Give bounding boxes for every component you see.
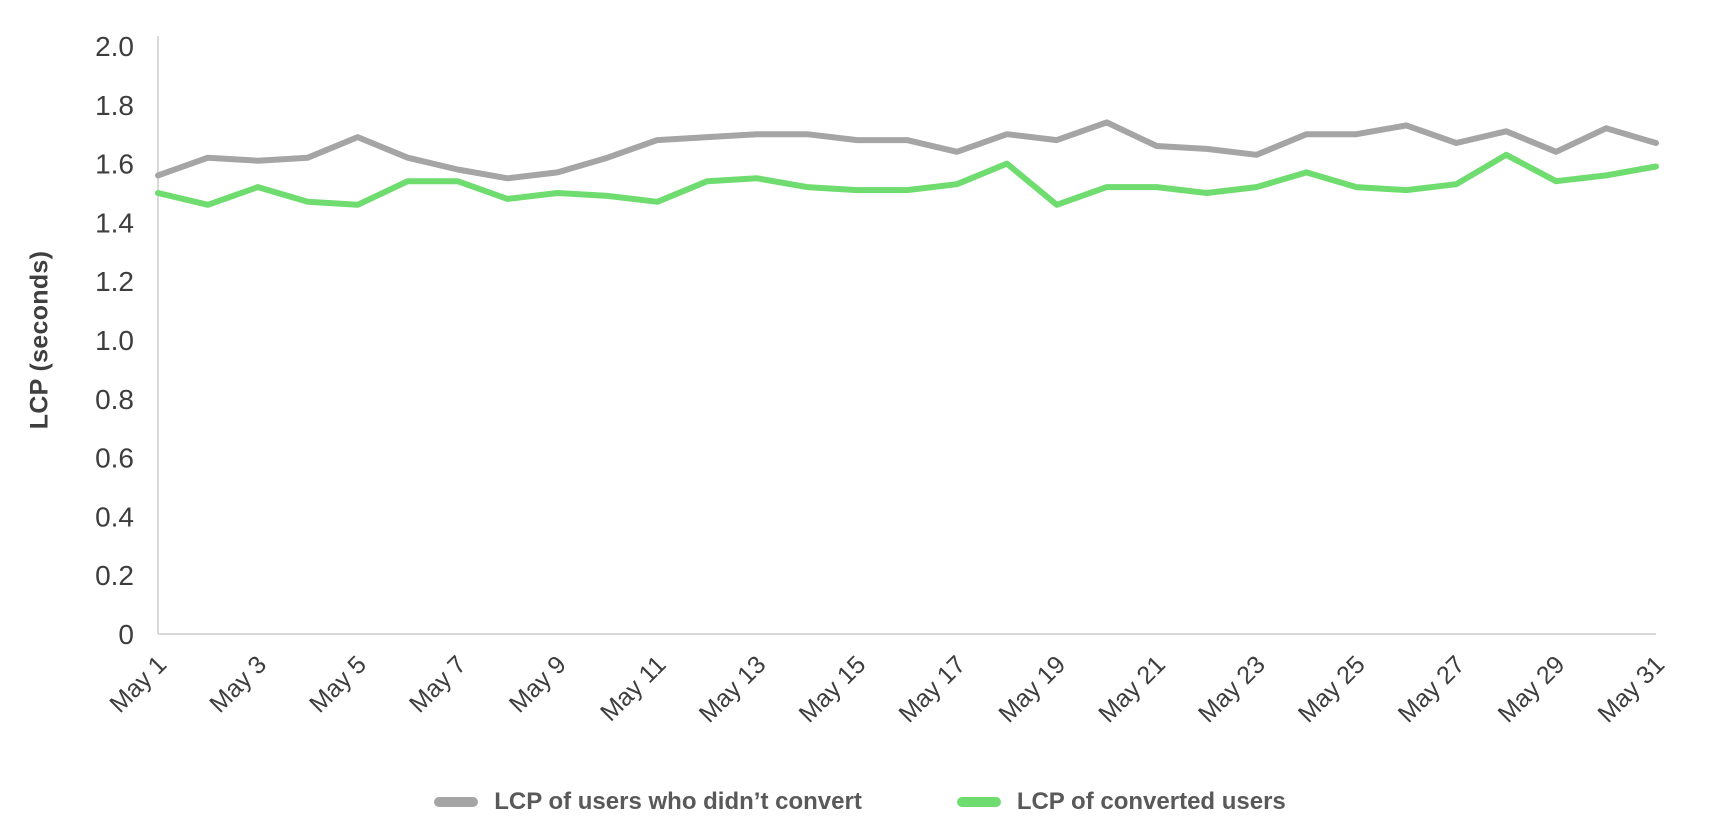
y-tick-label: 1.0 [95, 325, 134, 356]
x-tick-label: May 25 [1293, 650, 1371, 728]
legend-label-not-converted: LCP of users who didn’t convert [494, 788, 862, 815]
legend-label-converted: LCP of converted users [1016, 788, 1286, 815]
y-tick-label: 0.4 [95, 501, 134, 532]
y-tick-label: 0 [118, 619, 134, 650]
x-tick-label: May 13 [694, 650, 772, 728]
y-tick-label: 0.8 [95, 384, 134, 415]
x-tick-label: May 27 [1393, 650, 1471, 728]
x-tick-label: May 15 [794, 650, 872, 728]
x-tick-label: May 17 [893, 650, 971, 728]
legend: LCP of users who didn’t convert LCP of c… [0, 788, 1720, 816]
y-tick-label: 1.4 [95, 207, 134, 238]
y-tick-label: 1.6 [95, 149, 134, 180]
x-tick-label: May 21 [1093, 650, 1171, 728]
x-tick-label: May 19 [993, 650, 1071, 728]
x-tick-label: May 29 [1493, 650, 1571, 728]
y-tick-label: 0.2 [95, 560, 134, 591]
legend-item-converted: LCP of converted users [956, 788, 1286, 816]
x-tick-label: May 3 [204, 650, 272, 718]
x-tick-label: May 23 [1193, 650, 1271, 728]
x-tick-label: May 11 [595, 650, 671, 726]
legend-swatch-not-converted [434, 797, 479, 807]
x-tick-label: May 7 [404, 650, 472, 718]
series-line-not-converted [155, 119, 1659, 182]
x-tick-label: May 1 [104, 650, 172, 718]
x-tick-label: May 5 [304, 650, 372, 718]
x-tick-label: May 9 [504, 650, 572, 718]
series-line-converted [155, 151, 1659, 208]
legend-swatch-converted [956, 797, 1001, 807]
y-tick-label: 1.2 [95, 266, 134, 297]
y-tick-label: 2.0 [95, 31, 134, 62]
legend-item-not-converted: LCP of users who didn’t convert [434, 788, 862, 816]
x-tick-label: May 31 [1592, 650, 1670, 728]
y-tick-label: 0.6 [95, 443, 134, 474]
y-tick-label: 1.8 [95, 90, 134, 121]
